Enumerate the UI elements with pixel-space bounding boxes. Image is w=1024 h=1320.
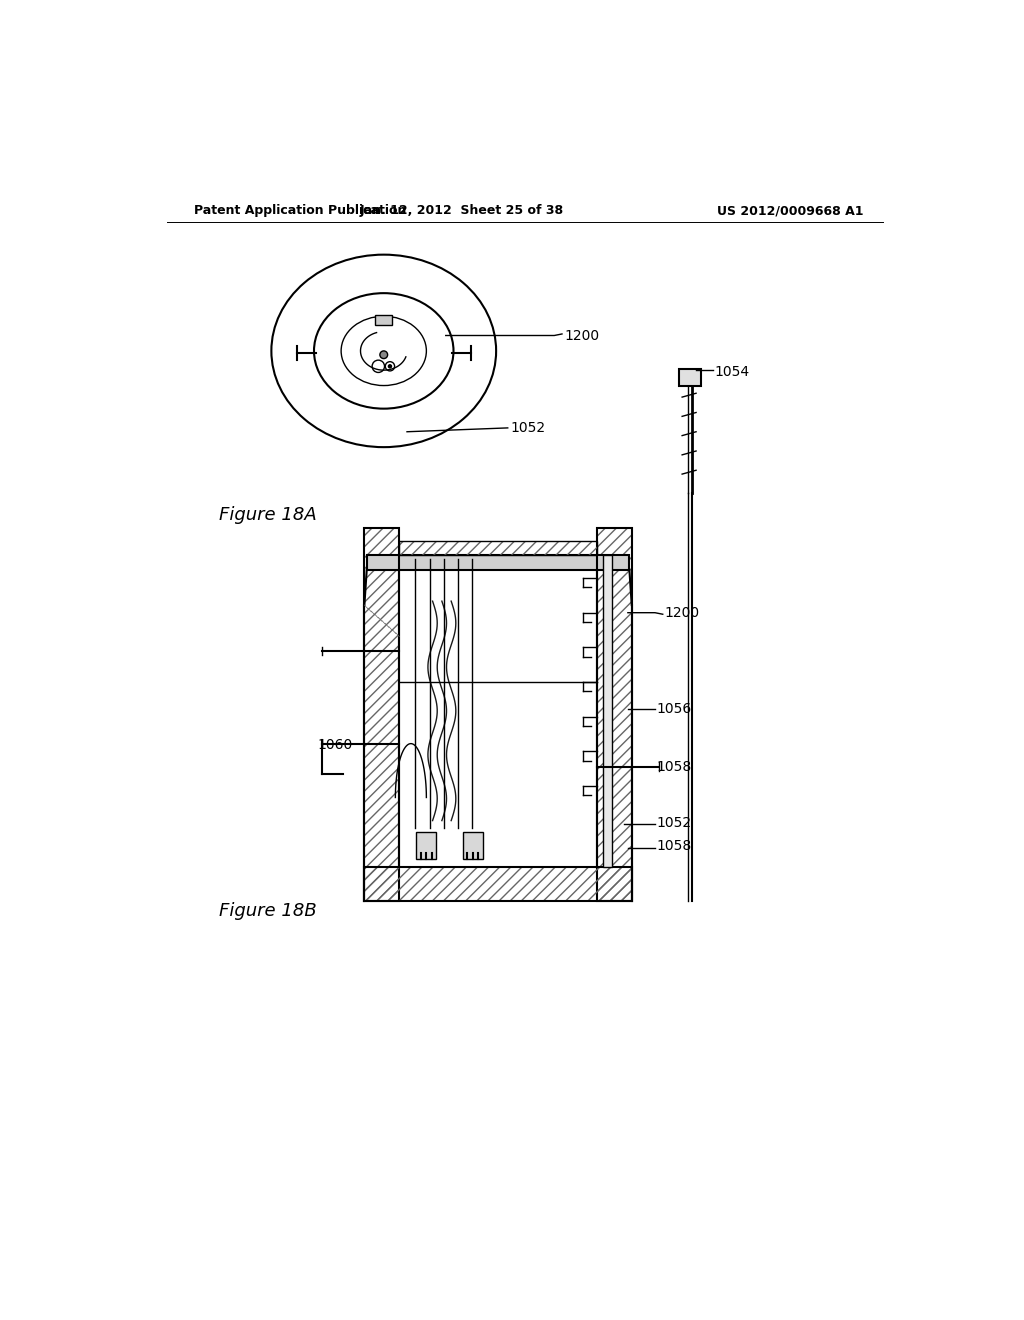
Bar (365, 528, 399, 902)
Text: 1060: 1060 (317, 738, 353, 752)
Text: 1054: 1054 (715, 366, 750, 379)
Text: 1200: 1200 (665, 606, 699, 619)
Circle shape (372, 360, 385, 372)
Text: 1052: 1052 (510, 421, 545, 434)
Bar (365, 867, 632, 902)
Text: 1052: 1052 (656, 816, 691, 830)
Circle shape (388, 364, 391, 368)
Bar (597, 528, 632, 902)
Bar (463, 832, 483, 859)
Text: Figure 18A: Figure 18A (219, 506, 317, 524)
Bar (679, 368, 700, 385)
Text: 1200: 1200 (564, 329, 599, 342)
Bar (399, 541, 597, 554)
Bar (417, 832, 436, 859)
Bar (597, 528, 632, 902)
Bar (603, 554, 612, 867)
Bar (365, 867, 632, 902)
Text: Patent Application Publication: Patent Application Publication (194, 205, 407, 218)
Text: Figure 18B: Figure 18B (219, 903, 317, 920)
Circle shape (380, 351, 388, 359)
Bar (399, 541, 597, 554)
Bar (375, 314, 392, 326)
Circle shape (385, 362, 394, 371)
Text: US 2012/0009668 A1: US 2012/0009668 A1 (717, 205, 863, 218)
Bar (365, 528, 399, 902)
Bar (367, 554, 630, 570)
Text: Jan. 12, 2012  Sheet 25 of 38: Jan. 12, 2012 Sheet 25 of 38 (359, 205, 563, 218)
Text: 1058: 1058 (656, 760, 692, 774)
Text: 1058: 1058 (656, 840, 692, 853)
Text: 1056: 1056 (656, 702, 692, 715)
